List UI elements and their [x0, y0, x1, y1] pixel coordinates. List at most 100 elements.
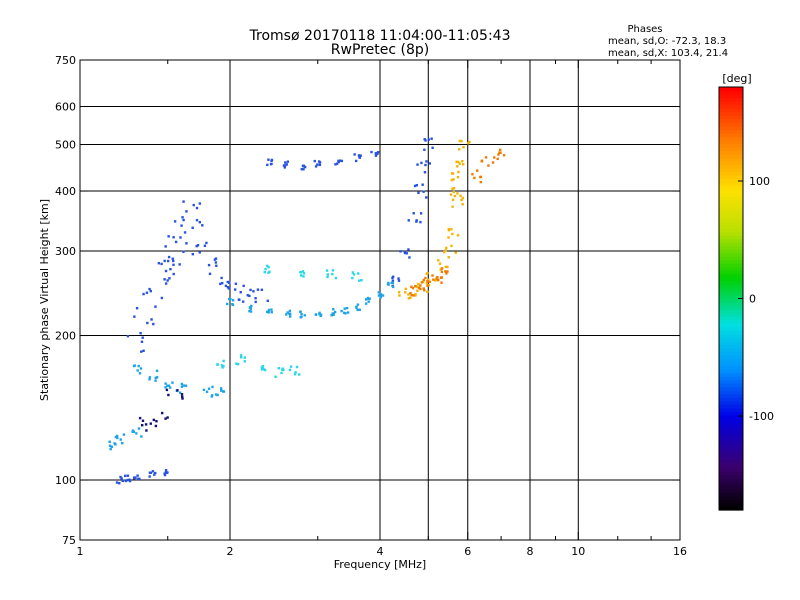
data-point — [381, 294, 385, 297]
colorbar-segment — [719, 224, 743, 229]
data-point — [397, 277, 400, 280]
data-point — [419, 220, 422, 224]
data-point — [152, 418, 156, 422]
colorbar-segment — [719, 220, 743, 226]
data-point — [444, 249, 447, 252]
data-point — [254, 297, 257, 300]
data-point — [172, 236, 175, 239]
data-point — [419, 284, 422, 287]
data-point — [288, 315, 292, 318]
colorbar-segment — [719, 277, 743, 282]
data-point — [166, 416, 169, 419]
data-point — [318, 311, 321, 315]
data-point — [249, 288, 252, 292]
data-point — [284, 161, 287, 164]
data-point — [210, 394, 214, 397]
data-point — [407, 248, 410, 251]
data-point — [149, 289, 152, 293]
colorbar-segment — [719, 302, 743, 307]
colorbar-segment — [719, 122, 743, 127]
data-point — [173, 220, 177, 223]
data-point — [169, 267, 172, 271]
data-point — [181, 395, 184, 398]
colorbar-segment — [719, 481, 743, 486]
colorbar-segment — [719, 400, 743, 405]
data-point — [136, 369, 139, 372]
data-point — [164, 469, 168, 472]
data-point — [299, 316, 302, 319]
data-point — [179, 236, 182, 239]
data-point — [277, 366, 280, 370]
data-point — [409, 296, 412, 299]
colorbar-segment — [719, 376, 743, 381]
colorbar-segment — [719, 101, 743, 106]
data-point — [357, 154, 361, 157]
data-point — [131, 429, 135, 432]
colorbar-segment — [719, 196, 743, 201]
data-point — [116, 436, 119, 440]
data-point — [120, 477, 123, 480]
data-point — [399, 250, 402, 253]
data-point — [410, 293, 413, 297]
data-point — [153, 473, 156, 476]
data-point — [140, 340, 144, 344]
data-point — [160, 296, 164, 300]
data-point — [171, 257, 174, 260]
data-point — [228, 281, 231, 284]
data-point — [479, 175, 482, 179]
data-point — [166, 384, 169, 387]
data-point — [243, 360, 246, 363]
data-point — [128, 479, 132, 483]
data-point — [139, 367, 143, 370]
data-point — [421, 280, 425, 284]
data-point — [142, 349, 145, 352]
colorbar-segment — [719, 132, 743, 137]
colorbar-segment — [719, 351, 743, 356]
data-point — [263, 368, 267, 372]
data-point — [192, 203, 195, 207]
data-point — [151, 470, 155, 473]
x-tick-label: 4 — [377, 545, 384, 558]
colorbar-segment — [719, 404, 743, 409]
colorbar-segment — [719, 231, 743, 236]
data-point — [446, 270, 449, 273]
data-point — [205, 241, 208, 245]
data-point — [337, 159, 340, 163]
colorbar-segment — [719, 104, 743, 109]
data-point — [270, 158, 274, 162]
colorbar-segment — [719, 488, 743, 493]
colorbar-segment — [719, 256, 743, 261]
data-point — [164, 282, 168, 285]
data-point — [354, 159, 358, 163]
colorbar-segment — [719, 414, 743, 419]
data-point — [431, 274, 434, 277]
colorbar-segment — [719, 136, 743, 141]
data-point — [425, 282, 429, 285]
colorbar-segment — [719, 305, 743, 310]
colorbar-segment — [719, 90, 743, 95]
data-point — [461, 196, 465, 200]
colorbar-segment — [719, 347, 743, 352]
data-point — [295, 365, 299, 369]
data-point — [215, 264, 218, 267]
data-point — [364, 302, 368, 305]
colorbar-segment — [719, 245, 743, 250]
colorbar-segment — [719, 323, 743, 328]
colorbar-segment — [719, 287, 743, 293]
data-point — [126, 335, 130, 338]
data-point — [409, 291, 412, 295]
data-point — [456, 234, 460, 237]
data-point — [171, 381, 174, 384]
data-point — [126, 478, 129, 482]
data-point — [299, 274, 303, 277]
data-point — [421, 183, 424, 186]
data-point — [419, 212, 423, 215]
colorbar-segment — [719, 460, 743, 465]
data-point — [408, 256, 411, 259]
data-point — [461, 159, 464, 163]
data-point — [126, 474, 130, 477]
data-point — [222, 390, 226, 393]
data-point — [167, 393, 170, 397]
colorbar-segment — [719, 280, 743, 286]
data-point — [220, 389, 223, 392]
